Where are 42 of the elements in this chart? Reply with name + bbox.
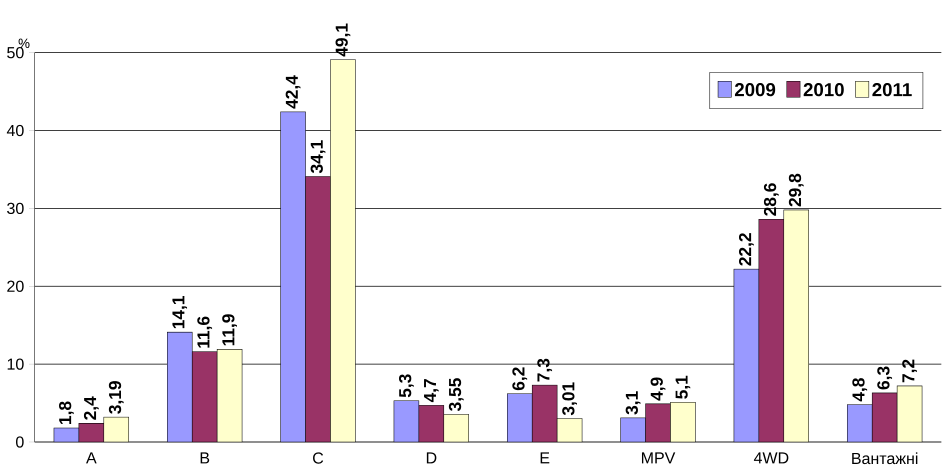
x-tick-label: MPV <box>642 452 676 464</box>
data-label: 11,9 <box>222 314 237 346</box>
data-label: 4,8 <box>852 378 868 402</box>
data-label: 2,4 <box>84 396 99 420</box>
data-label: 34,1 <box>310 140 326 174</box>
y-tick-label: 20 <box>7 280 24 292</box>
data-label: 28,6 <box>764 183 779 216</box>
x-tick-label: E <box>540 452 550 464</box>
data-label: 5,3 <box>399 374 414 398</box>
data-label: 11,6 <box>197 316 212 348</box>
data-label: 6,3 <box>877 366 892 390</box>
y-tick-label: 50 <box>7 46 24 58</box>
x-tick-label: D <box>426 452 436 464</box>
data-label: 4,7 <box>424 379 439 402</box>
y-tick-label: 30 <box>7 202 24 214</box>
data-label: 3,19 <box>108 381 124 414</box>
data-label: 3,1 <box>626 391 640 415</box>
legend-label: 2009 <box>734 83 776 96</box>
data-label: 7,3 <box>537 358 552 382</box>
data-label: 6,2 <box>512 367 528 390</box>
data-label: 4,9 <box>650 377 666 401</box>
data-label: 7,2 <box>902 360 917 382</box>
y-tick-label: 0 <box>16 436 24 448</box>
x-tick-label: 4WD <box>754 452 788 464</box>
x-tick-label: B <box>200 452 210 464</box>
x-tick-label: A <box>86 452 97 464</box>
legend-label: 2011 <box>872 83 912 96</box>
y-tick-label: 10 <box>8 358 24 370</box>
legend-label: 2010 <box>804 83 844 96</box>
data-label: 29,8 <box>788 174 804 206</box>
y-axis-title: % <box>18 38 30 48</box>
data-label: 3,01 <box>562 382 577 416</box>
y-tick-label: 40 <box>6 124 24 136</box>
x-tick-label: Вантажні <box>852 452 918 464</box>
data-label: 5,1 <box>676 376 690 399</box>
data-label: 1,8 <box>59 401 74 424</box>
data-label: 14,1 <box>172 296 188 328</box>
x-tick-label: C <box>313 452 324 464</box>
data-label: 22,2 <box>739 233 754 266</box>
data-label: 42,4 <box>286 75 300 109</box>
data-label: 49,1 <box>336 23 350 56</box>
data-label: 3,55 <box>448 378 464 412</box>
